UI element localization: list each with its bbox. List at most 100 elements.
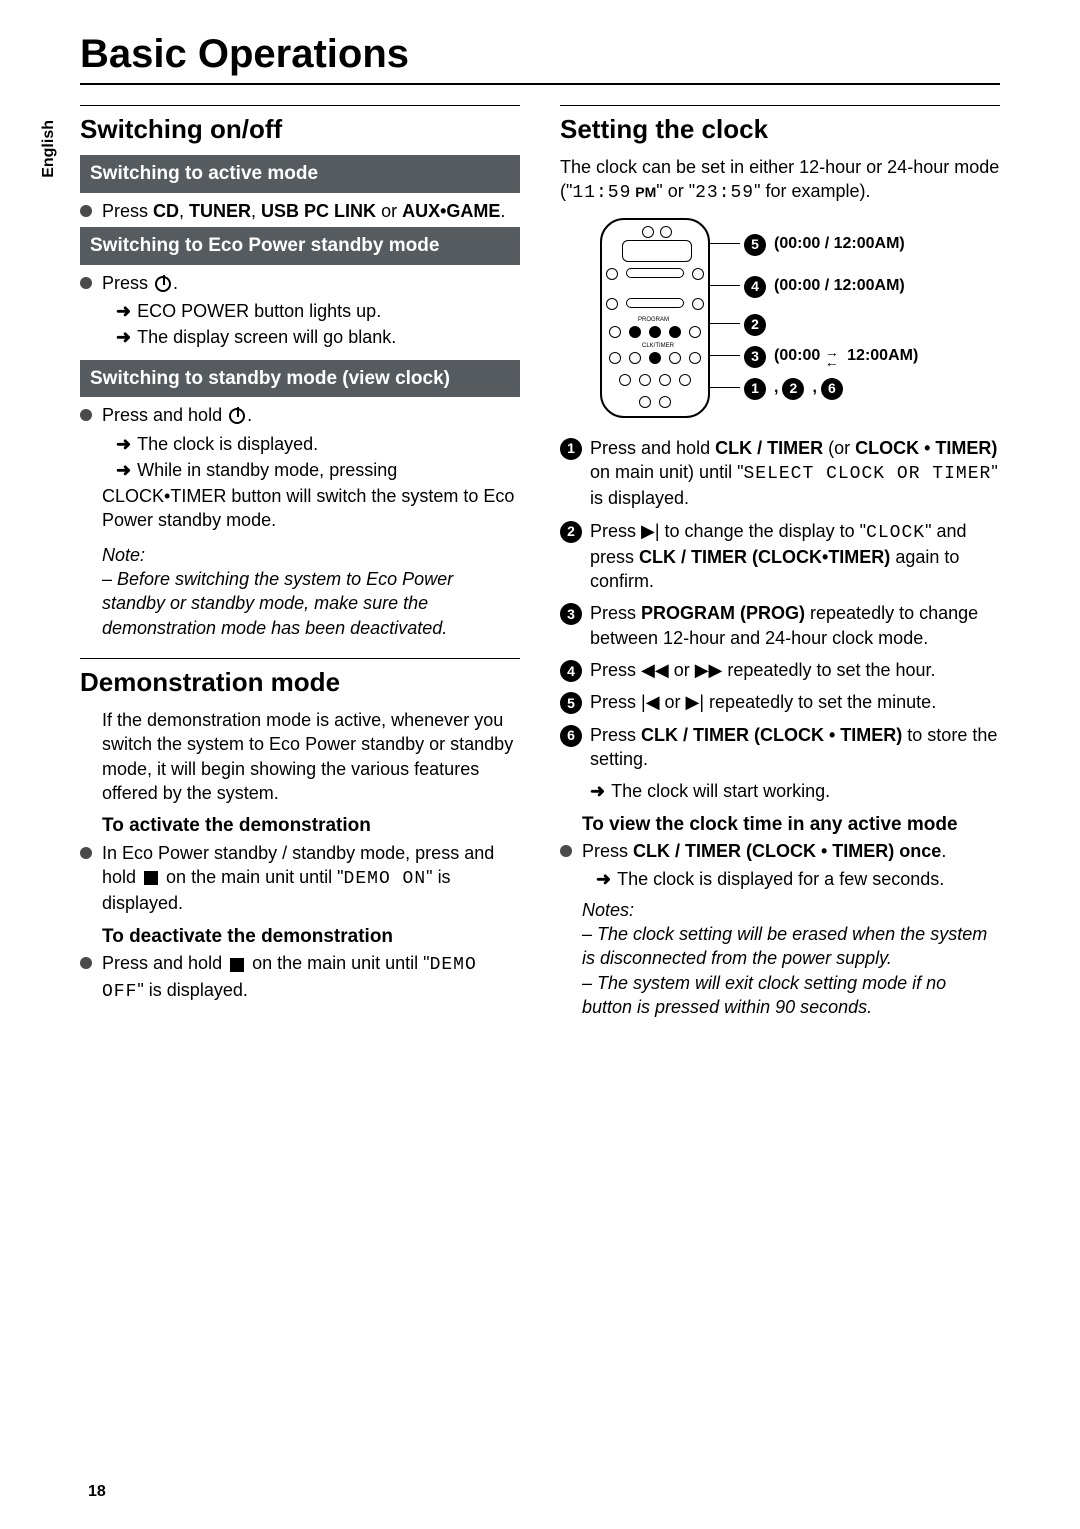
result-row: ➜The clock is displayed. [116, 432, 520, 456]
continuation-text: CLOCK•TIMER button will switch the syste… [102, 484, 520, 533]
text-bold: AUX•GAME [402, 201, 500, 221]
stop-icon [230, 958, 244, 972]
callout-3: 3(00:00 12:00AM) [710, 344, 918, 368]
step-badge-icon: 2 [744, 314, 766, 336]
remote-btn [639, 374, 651, 386]
remote-label: CLK/TIMER [642, 342, 674, 350]
segment-text: DEMO ON [344, 869, 427, 889]
step-text: Press CLK / TIMER (CLOCK • TIMER) to sto… [590, 723, 1000, 772]
step-text: Press ◀◀ or ▶▶ repeatedly to set the hou… [590, 658, 936, 682]
subheading-bar-standby: Switching to standby mode (view clock) [80, 360, 520, 398]
step-badge-icon: 6 [560, 725, 582, 747]
text: , [251, 201, 261, 221]
remote-btn [649, 326, 661, 338]
step-badge-icon: 1 [560, 438, 582, 460]
step-badge-icon: 2 [560, 521, 582, 543]
clock-intro: The clock can be set in either 12-hour o… [560, 155, 1000, 206]
step-badge-icon: 3 [560, 603, 582, 625]
segment-text: 11:59 [572, 183, 631, 203]
callout-text: (00:00 12:00AM) [774, 345, 918, 367]
bullet-icon [80, 409, 92, 421]
text: " or " [656, 181, 695, 201]
callout-text: (00:00 / 12:00AM) [774, 275, 905, 297]
step-6: 6 Press CLK / TIMER (CLOCK • TIMER) to s… [560, 723, 1000, 772]
remote-btn [692, 268, 704, 280]
arrow-icon: ➜ [116, 432, 131, 456]
result-text: The clock is displayed for a few seconds… [617, 867, 944, 891]
result-text: The clock is displayed. [137, 432, 318, 456]
bullet-icon [80, 847, 92, 859]
step-badge-icon: 2 [782, 378, 804, 400]
bullet-icon [80, 957, 92, 969]
subheading-deactivate: To deactivate the demonstration [102, 924, 520, 950]
remote-btn [660, 226, 672, 238]
text-bold: TUNER [189, 201, 251, 221]
text: " is displayed. [137, 980, 247, 1000]
bullet-text: Press . [102, 271, 178, 295]
section-rule [80, 105, 520, 106]
text: on the main unit until " [247, 953, 430, 973]
text-bold: CD [153, 201, 179, 221]
section-heading-clock: Setting the clock [560, 112, 1000, 147]
arrow-icon: ➜ [596, 867, 611, 891]
step-5: 5 Press |◀ or ▶| repeatedly to set the m… [560, 690, 1000, 714]
remote-body: PROGRAM CLK/TIMER [600, 218, 710, 418]
side-language-label: English [40, 120, 58, 178]
bullet-eco: Press . [80, 271, 520, 295]
remote-diagram: PROGRAM CLK/TIMER 5(00:00 / 12:00AM) 4 (0… [560, 212, 950, 422]
notes-text: – The clock setting will be erased when … [582, 922, 1000, 971]
remote-btn [606, 298, 618, 310]
remote-btn [629, 326, 641, 338]
text: . [500, 201, 505, 221]
page-title: Basic Operations [80, 32, 1000, 77]
note-label: Note: [102, 543, 520, 567]
remote-screen [622, 240, 692, 262]
remote-btn [649, 352, 661, 364]
bullet-deactivate: Press and hold on the main unit until "D… [80, 951, 520, 1004]
segment-text: 23:59 [695, 183, 754, 203]
remote-btn [659, 374, 671, 386]
page-number: 18 [88, 1483, 106, 1501]
result-row: ➜The clock is displayed for a few second… [596, 867, 1000, 891]
bullet-activate: In Eco Power standby / standby mode, pre… [80, 841, 520, 916]
subheading-bar-eco: Switching to Eco Power standby mode [80, 227, 520, 265]
bullet-text: Press CLK / TIMER (CLOCK • TIMER) once. [582, 839, 946, 863]
bullet-icon [80, 205, 92, 217]
result-text: ECO POWER button lights up. [137, 299, 381, 323]
text: . [247, 405, 252, 425]
step-2: 2 Press ▶| to change the display to "CLO… [560, 519, 1000, 594]
result-text: While in standby mode, pressing [137, 458, 397, 482]
section-rule [80, 658, 520, 659]
step-text: Press ▶| to change the display to "CLOCK… [590, 519, 1000, 594]
bullet-icon [560, 845, 572, 857]
bullet-icon [80, 277, 92, 289]
text-bold: PM [631, 184, 656, 200]
result-row: ➜The display screen will go blank. [116, 325, 520, 349]
remote-bar [626, 298, 684, 308]
step-badge-icon: 4 [744, 276, 766, 298]
power-icon [155, 276, 171, 292]
remote-btn [679, 374, 691, 386]
text: Press and hold [102, 405, 227, 425]
result-row: ➜ECO POWER button lights up. [116, 299, 520, 323]
callout-5: 5(00:00 / 12:00AM) [710, 232, 905, 256]
remote-btn [669, 326, 681, 338]
content-columns: Switching on/off Switching to active mod… [80, 105, 1000, 1019]
right-column: Setting the clock The clock can be set i… [560, 105, 1000, 1019]
step-badge-icon: 1 [744, 378, 766, 400]
remote-btn [609, 326, 621, 338]
text: Press [102, 201, 153, 221]
notes-label: Notes: [582, 898, 1000, 922]
text: " for example). [754, 181, 870, 201]
power-icon [229, 408, 245, 424]
remote-btn [669, 352, 681, 364]
remote-btn [642, 226, 654, 238]
text: on the main unit until " [161, 867, 344, 887]
step-3: 3 Press PROGRAM (PROG) repeatedly to cha… [560, 601, 1000, 650]
callout-2: 2 [710, 312, 774, 336]
remote-btn [606, 268, 618, 280]
note-text: – Before switching the system to Eco Pow… [102, 567, 520, 640]
remote-btn [609, 352, 621, 364]
text: Press and hold [102, 953, 227, 973]
demo-intro: If the demonstration mode is active, whe… [102, 708, 520, 805]
